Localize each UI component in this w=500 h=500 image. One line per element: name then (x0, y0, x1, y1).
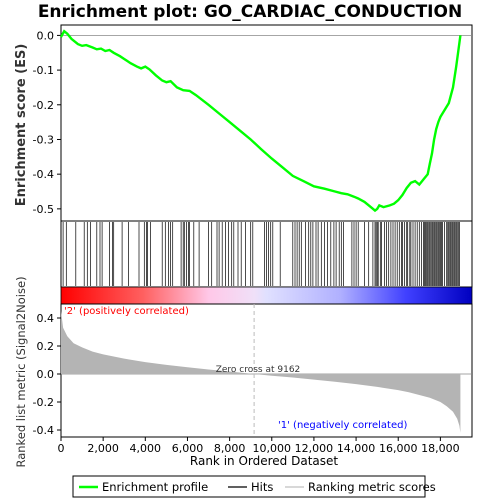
x-axis-label: Rank in Ordered Dataset (190, 454, 338, 468)
metric-y-tick-label: -0.4 (33, 424, 54, 437)
hits-panel (60, 220, 473, 288)
ranking-metric-panel: 0.4 0.2 0.0 -0.2 -0.4 '2' (positively correl… (33, 303, 473, 438)
es-y-axis-label: Enrichment score (ES) (14, 44, 29, 207)
es-y-tick-label: -0.3 (33, 133, 54, 146)
hit-markers (62, 222, 460, 286)
x-tick-label: 4,000 (130, 442, 162, 455)
x-tick-label: 18,000 (421, 442, 460, 455)
x-tick-label: 12,000 (295, 442, 334, 455)
es-y-tick-label: 0.0 (37, 29, 55, 42)
ranking-metric-area (61, 311, 461, 433)
enrichment-profile-line (59, 29, 462, 213)
x-tick-label: 2,000 (87, 442, 119, 455)
x-tick-label: 10,000 (253, 442, 292, 455)
x-tick-label: 6,000 (172, 442, 204, 455)
es-panel: 0.0 -0.1 -0.2 -0.3 -0.4 -0.5 (33, 24, 473, 222)
legend-label-ranking-metric: Ranking metric scores (308, 480, 436, 494)
negative-correlation-label: '1' (negatively correlated) (278, 420, 407, 431)
metric-y-tick-label: 0.4 (37, 312, 55, 325)
metric-y-axis-ticks: 0.4 0.2 0.0 -0.2 -0.4 (33, 312, 61, 437)
legend-frame (72, 475, 426, 498)
es-panel-frame (60, 24, 473, 222)
es-y-tick-label: -0.2 (33, 99, 54, 112)
metric-y-axis-label: Ranked list metric (Signal2Noise) (14, 276, 28, 467)
ranking-color-band (60, 286, 473, 305)
x-tick-label: 14,000 (337, 442, 376, 455)
x-tick-label: 0 (58, 442, 65, 455)
x-axis-ticks: 0 2,000 4,000 6,000 8,000 10,000 12,000 14,000 1… (58, 437, 460, 455)
metric-y-tick-label: 0.2 (37, 340, 55, 353)
zero-cross-label: Zero cross at 9162 (216, 365, 301, 375)
x-tick-label: 8,000 (214, 442, 246, 455)
legend-label-hits: Hits (251, 480, 273, 494)
es-y-axis-ticks: 0.0 -0.1 -0.2 -0.3 -0.4 -0.5 (33, 29, 61, 216)
x-tick-label: 16,000 (379, 442, 418, 455)
metric-y-tick-label: 0.0 (37, 368, 55, 381)
es-y-tick-label: -0.5 (33, 203, 54, 216)
positive-correlation-label: '2' (positively correlated) (64, 306, 189, 317)
metric-y-tick-label: -0.2 (33, 396, 54, 409)
legend: Enrichment profile Hits Ranking metric s… (72, 475, 436, 498)
chart-title: Enrichment plot: GO_CARDIAC_CONDUCTION (38, 2, 462, 22)
es-y-tick-label: -0.4 (33, 168, 54, 181)
es-y-tick-label: -0.1 (33, 64, 54, 77)
legend-label-enrichment-profile: Enrichment profile (102, 480, 208, 494)
